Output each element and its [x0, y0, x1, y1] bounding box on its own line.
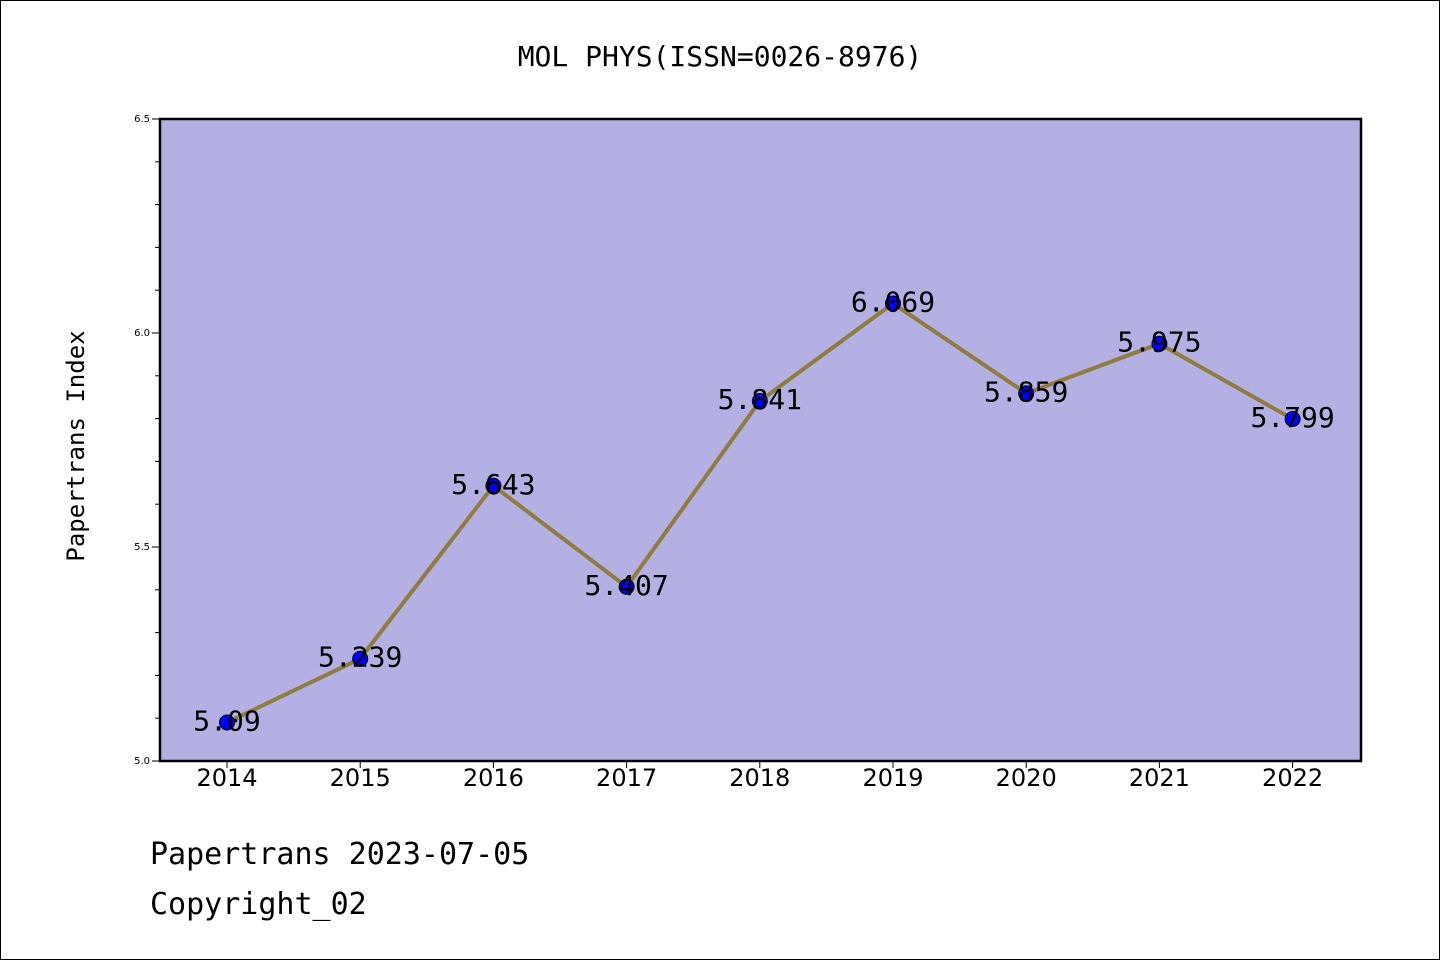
data-points [219, 295, 1301, 731]
data-label: 5.975 [1117, 326, 1201, 359]
footer-copyright: Copyright_02 [150, 887, 367, 922]
x-tick-label: 2016 [463, 764, 524, 792]
data-point [885, 295, 901, 312]
data-point [751, 393, 768, 410]
data-labels: 5.09 5.239 5.643 5.407 5.841 6.069 5.859 5.975 5… [193, 285, 1334, 737]
data-point [352, 650, 369, 667]
data-label: 5.239 [318, 641, 402, 674]
data-point [219, 714, 235, 731]
data-point [485, 477, 502, 494]
data-point [1018, 385, 1035, 402]
x-tick-label: 2015 [330, 764, 391, 792]
x-tick-label: 2014 [196, 764, 257, 792]
x-tick-label: 2022 [1262, 764, 1323, 792]
y-axis: 5.0 5.5 6.0 6.5 [134, 114, 160, 767]
y-tick-label: 6.5 [134, 114, 150, 125]
data-label: 6.069 [851, 285, 935, 318]
data-point [1284, 411, 1301, 428]
data-point [1151, 335, 1168, 352]
data-label: 5.643 [451, 468, 535, 501]
y-axis-label: Papertrans Index [62, 330, 90, 561]
x-tick-label: 2017 [596, 764, 657, 792]
data-point [618, 578, 635, 595]
y-tick-label: 6.0 [134, 328, 150, 339]
data-label: 5.799 [1250, 401, 1334, 434]
x-tick-label: 2020 [996, 764, 1057, 792]
y-tick-label: 5.0 [134, 756, 150, 767]
data-label: 5.859 [984, 375, 1068, 408]
x-axis: 2014 2015 2016 2017 2018 2019 2020 2021 2022 [196, 761, 1323, 792]
data-label: 5.09 [193, 704, 260, 737]
data-label: 5.841 [718, 383, 802, 416]
chart-title: MOL PHYS(ISSN=0026-8976) [518, 40, 923, 73]
x-tick-label: 2019 [862, 764, 923, 792]
x-tick-label: 2018 [729, 764, 790, 792]
x-tick-label: 2021 [1129, 764, 1190, 792]
data-label: 5.407 [584, 569, 668, 602]
footer-date: Papertrans 2023-07-05 [150, 837, 529, 872]
y-tick-label: 5.5 [134, 542, 150, 553]
